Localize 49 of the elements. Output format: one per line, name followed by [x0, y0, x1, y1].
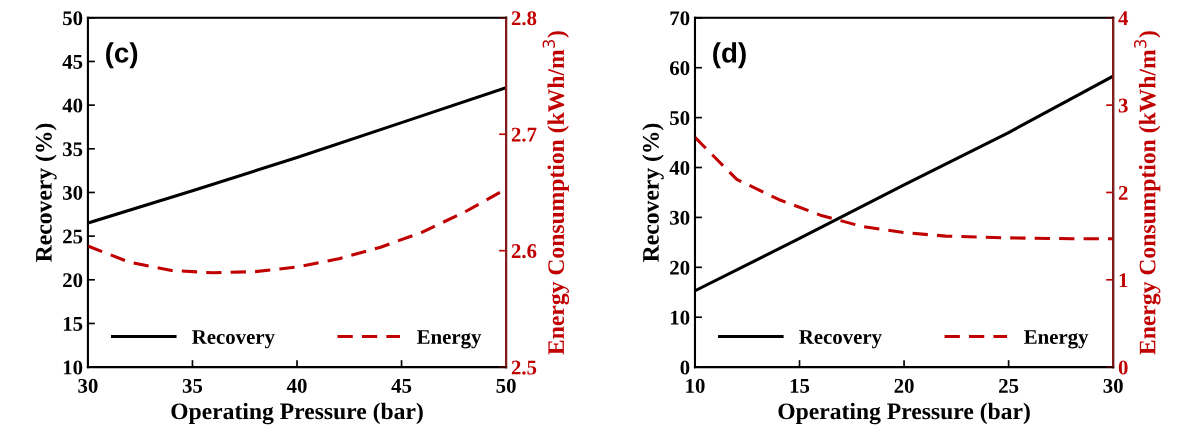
legend-label: Recovery	[799, 330, 882, 349]
y-tick-label: 15	[63, 316, 83, 331]
x-tick-label: 50	[496, 378, 516, 393]
y-tick-label: 60	[670, 61, 690, 76]
x-tick-label: 40	[286, 378, 307, 393]
y-tick-label: 20	[670, 260, 690, 275]
y-tick-label: 50	[670, 110, 690, 126]
y-tick-label: 30	[670, 210, 690, 225]
x-tick-label: 35	[182, 378, 203, 393]
y2-tick-label: 1	[1119, 273, 1128, 288]
y2-axis-title: Energy Consumption (kWh/m$^{3}$)	[1133, 31, 1161, 355]
x-tick-label: 30	[1103, 378, 1123, 393]
x-axis-title: Operating Pressure (bar)	[171, 402, 423, 425]
y-tick-label: 10	[63, 360, 83, 375]
x-axis-title: Operating Pressure (bar)	[778, 402, 1030, 425]
annotation: (d)	[713, 42, 746, 69]
line-series	[694, 135, 1114, 241]
y-tick-label: 40	[669, 160, 690, 175]
y2-tick-label: 4	[1118, 11, 1129, 26]
y-tick-label: 40	[62, 98, 83, 113]
y-tick-label: 50	[63, 11, 83, 26]
y-tick-label: 10	[670, 310, 690, 325]
y2-axis-title: Energy Consumption (kWh/m$^{3}$)	[542, 31, 570, 355]
legend-label: Energy	[1024, 330, 1089, 349]
y-tick-label: 30	[63, 185, 83, 200]
y2-tick-label: 2	[1118, 185, 1128, 200]
y2-tick-label: 2.5	[511, 360, 537, 375]
y2-tick-label: 2.8	[511, 11, 537, 26]
y2-tick-label: 3	[1118, 98, 1128, 113]
y-tick-label: 70	[670, 11, 690, 26]
x-tick-label: 30	[78, 378, 98, 393]
y2-tick-label: 0	[1118, 360, 1128, 375]
y-axis-title: Recovery (%)	[642, 123, 664, 262]
y-tick-label: 45	[62, 54, 83, 69]
y-tick-label: 25	[63, 229, 83, 244]
y-tick-label: 20	[63, 273, 83, 288]
y2-tick-label: 2.6	[511, 244, 537, 259]
x-tick-label: 20	[894, 378, 914, 393]
y-tick-label: 0	[680, 360, 690, 375]
y-tick-label: 35	[63, 142, 83, 157]
annotation: (c)	[106, 42, 138, 69]
y-axis-title: Recovery (%)	[35, 123, 57, 262]
legend-label: Recovery	[192, 330, 275, 349]
x-tick-label: 15	[790, 378, 810, 393]
legend-label: Energy	[417, 330, 482, 349]
x-tick-label: 10	[686, 378, 705, 393]
x-tick-label: 45	[391, 378, 412, 393]
x-tick-label: 25	[999, 378, 1019, 393]
y2-tick-label: 2.7	[511, 127, 537, 142]
